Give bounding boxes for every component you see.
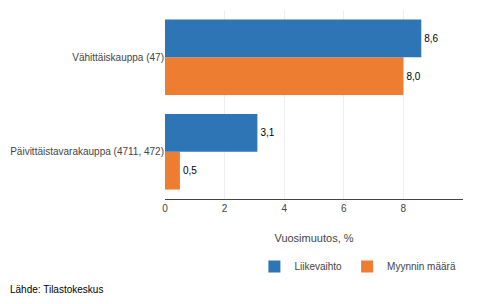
svg-text:Päivittäistavarakauppa (4711,: Päivittäistavarakauppa (4711, 472): [10, 146, 164, 157]
svg-text:Vähittäiskauppa (47): Vähittäiskauppa (47): [72, 52, 164, 63]
svg-text:8,0: 8,0: [406, 71, 420, 82]
svg-text:8: 8: [401, 203, 407, 214]
svg-text:Myynnin määrä: Myynnin määrä: [387, 261, 456, 272]
svg-text:Liikevaihto: Liikevaihto: [294, 261, 342, 272]
svg-text:0,5: 0,5: [183, 165, 197, 176]
svg-text:8,6: 8,6: [424, 33, 438, 44]
svg-text:Lähde: Tilastokeskus: Lähde: Tilastokeskus: [10, 284, 103, 295]
svg-text:6: 6: [341, 203, 347, 214]
svg-text:3,1: 3,1: [260, 127, 274, 138]
svg-text:Vuosimuutos, %: Vuosimuutos, %: [274, 232, 353, 244]
svg-text:0: 0: [162, 203, 168, 214]
svg-text:2: 2: [222, 203, 228, 214]
svg-text:4: 4: [281, 203, 287, 214]
